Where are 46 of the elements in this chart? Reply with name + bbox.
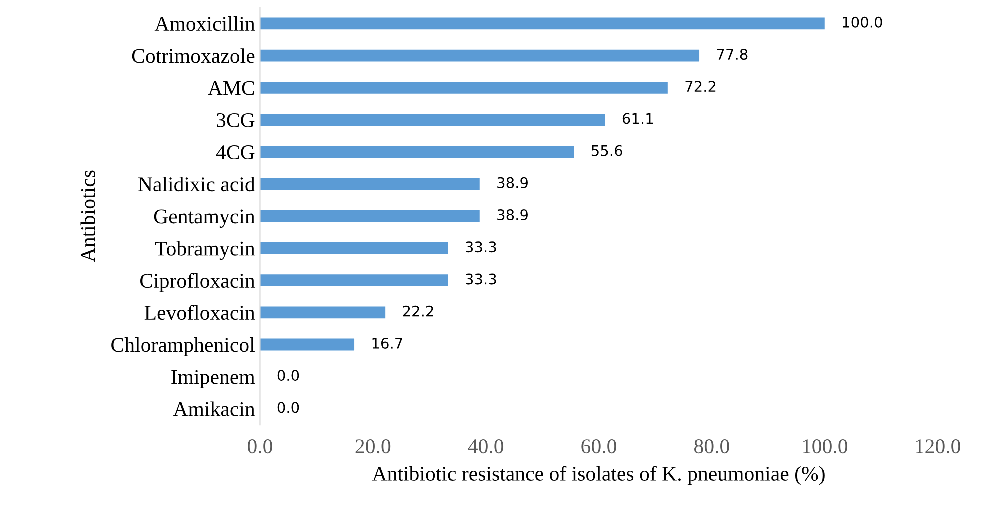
data-label: 0.0 xyxy=(278,370,300,382)
data-label: 38.9 xyxy=(498,177,528,188)
y-axis-title: Antibiotics xyxy=(80,170,96,262)
y-tick-label: Chloramphenicol xyxy=(112,338,255,356)
bar xyxy=(260,274,448,286)
bar xyxy=(260,210,480,222)
data-label: 38.9 xyxy=(498,210,528,221)
x-tick-label: 80.0 xyxy=(694,440,730,454)
bar xyxy=(260,18,825,30)
bar xyxy=(260,306,386,319)
x-tick-label: 20.0 xyxy=(356,440,391,454)
x-axis-title: Antibiotic resistance of isolates of K. pneumoniae (%) xyxy=(372,466,825,486)
data-label: 61.1 xyxy=(622,113,654,124)
x-tick-label: 0.0 xyxy=(248,440,272,454)
y-tick-label: AMC xyxy=(208,81,254,96)
data-label: 0.0 xyxy=(278,402,300,414)
x-tick-label: 120.0 xyxy=(916,440,960,454)
x-tick-label: 60.0 xyxy=(582,440,616,454)
y-tick-label: Gentamycin xyxy=(154,210,256,228)
bar xyxy=(260,338,355,351)
y-tick-label: Amikacin xyxy=(173,402,256,416)
y-tick-label: 4CG xyxy=(216,146,255,160)
y-tick-label: Levofloxacin xyxy=(144,305,256,320)
y-tick-label: Nalidixic acid xyxy=(138,176,256,192)
bar xyxy=(260,146,574,158)
data-label: 77.8 xyxy=(717,48,748,60)
y-tick-label: Amoxicillin xyxy=(154,16,256,32)
y-tick-label: Imipenem xyxy=(172,370,256,389)
bar xyxy=(260,242,448,254)
y-tick-label: Ciprofloxacin xyxy=(140,273,256,292)
y-tick-label: Tobramycin xyxy=(155,241,256,260)
x-tick-label: 100.0 xyxy=(803,440,848,454)
bar xyxy=(260,178,480,190)
data-label: 55.6 xyxy=(592,145,622,156)
y-tick-label: 3CG xyxy=(217,113,255,128)
x-tick-label: 40.0 xyxy=(468,440,504,454)
bar xyxy=(260,114,606,126)
y-tick-label: Cotrimoxazole xyxy=(132,48,255,64)
bar xyxy=(260,50,700,62)
bar xyxy=(260,82,668,94)
data-label: 16.7 xyxy=(372,338,402,349)
data-label: 72.2 xyxy=(686,81,716,92)
data-label: 100.0 xyxy=(843,16,882,28)
data-label: 33.3 xyxy=(466,274,496,285)
data-label: 33.3 xyxy=(466,242,496,253)
data-label: 22.2 xyxy=(403,306,434,317)
